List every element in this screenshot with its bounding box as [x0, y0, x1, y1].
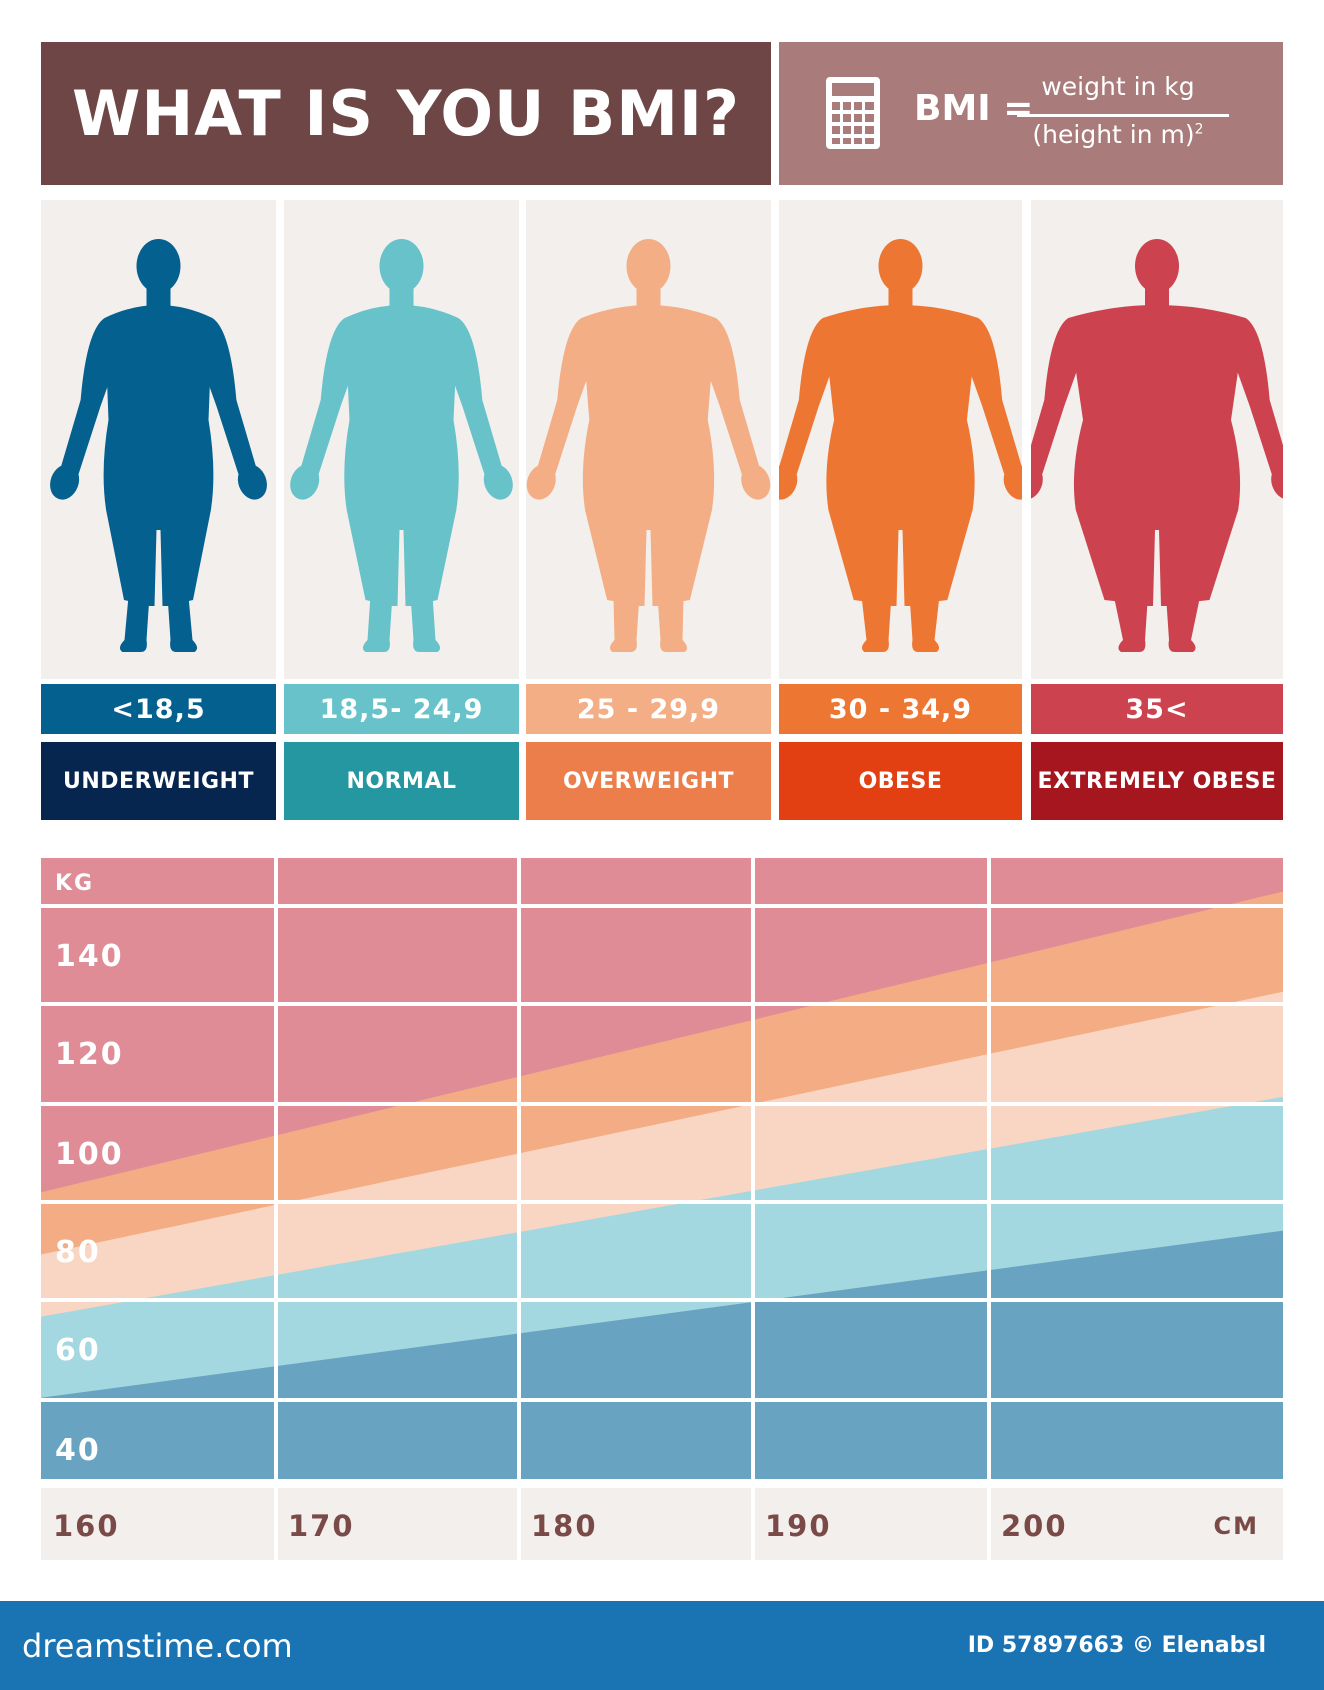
extremely-obese-figure-icon	[1013, 239, 1301, 652]
y-tick-label: 40	[55, 1433, 101, 1468]
chart-bands	[41, 858, 1283, 1479]
x-tick-label: 190	[765, 1509, 832, 1543]
page-title: WHAT IS YOU BMI?	[72, 77, 740, 150]
formula-numerator: weight in kg	[1041, 72, 1195, 101]
x-tick-label: 170	[288, 1509, 355, 1543]
figure-silhouette	[1013, 239, 1301, 652]
bmi-range-overweight: 25 - 29,9	[526, 684, 771, 734]
category-label-normal: NORMAL	[284, 742, 519, 820]
panel-normal	[284, 200, 519, 679]
grid-vline	[274, 858, 278, 1560]
band-underweight	[41, 1230, 1283, 1479]
y-tick-label: 140	[55, 939, 124, 974]
y-tick-label: 120	[55, 1037, 124, 1072]
y-tick-label: 80	[55, 1235, 101, 1270]
formula-denominator: (height in m)2	[1009, 120, 1227, 149]
footer-bar: dreamstime.com ID 57897663 © Elenabsl	[0, 1601, 1324, 1690]
title-banner: WHAT IS YOU BMI?	[41, 42, 771, 185]
bmi-chart: KG 140 120 100 80 60 40 160 170 180 190 200 CM	[41, 858, 1283, 1560]
figure-silhouette	[290, 239, 513, 652]
x-tick-label: 180	[531, 1509, 598, 1543]
obese-figure-icon	[768, 239, 1033, 652]
grid-hline	[41, 904, 1283, 908]
figure-silhouette	[768, 239, 1033, 652]
bmi-range-extremely-obese: 35<	[1031, 684, 1283, 734]
bmi-range-obese: 30 - 34,9	[779, 684, 1022, 734]
footer-brand: dreamstime.com	[22, 1627, 293, 1665]
grid-hline	[41, 1102, 1283, 1106]
normal-figure-icon	[290, 239, 513, 652]
figure-silhouette	[526, 239, 771, 652]
calculator-icon	[826, 77, 880, 149]
x-tick-label: 200	[1001, 1509, 1068, 1543]
category-label-extremely-obese: EXTREMELY OBESE	[1031, 742, 1283, 820]
grid-hline	[41, 1200, 1283, 1204]
footer-image-id: ID 57897663 © Elenabsl	[967, 1633, 1266, 1658]
panel-underweight	[41, 200, 276, 679]
bmi-range-normal: 18,5- 24,9	[284, 684, 519, 734]
formula-exponent: 2	[1194, 121, 1204, 138]
grid-hline	[41, 1398, 1283, 1402]
x-axis-labels: 160 170 180 190 200 CM	[53, 1509, 1260, 1543]
y-axis-title: KG	[55, 871, 94, 896]
panel-extremely-obese	[1013, 200, 1301, 679]
figure-silhouette	[50, 239, 267, 652]
formula-lhs: BMI =	[914, 88, 1034, 129]
grid-vline	[751, 858, 755, 1560]
panel-obese	[768, 200, 1033, 679]
category-label-overweight: OVERWEIGHT	[526, 742, 771, 820]
overweight-figure-icon	[526, 239, 771, 652]
x-tick-label: 160	[53, 1509, 120, 1543]
underweight-figure-icon	[50, 239, 267, 652]
bmi-formula-banner: BMI = weight in kg (height in m)2	[779, 42, 1283, 185]
x-axis-title: CM	[1214, 1512, 1260, 1540]
grid-vline	[987, 858, 991, 1560]
formula-denominator-text: (height in m)	[1032, 120, 1195, 149]
x-axis-band	[41, 1488, 1283, 1560]
axis-gap	[41, 1479, 1283, 1488]
bmi-range-underweight: <18,5	[41, 684, 276, 734]
panel-overweight	[526, 200, 771, 679]
category-label-obese: OBESE	[779, 742, 1022, 820]
fraction-line	[1017, 114, 1229, 117]
grid-vline	[517, 858, 521, 1560]
grid-hline	[41, 1298, 1283, 1302]
y-axis-labels: KG 140 120 100 80 60 40	[55, 871, 124, 1468]
y-tick-label: 100	[55, 1137, 124, 1172]
grid-hline	[41, 1002, 1283, 1006]
chart-grid	[41, 858, 1283, 1560]
category-label-underweight: UNDERWEIGHT	[41, 742, 276, 820]
y-tick-label: 60	[55, 1333, 101, 1368]
